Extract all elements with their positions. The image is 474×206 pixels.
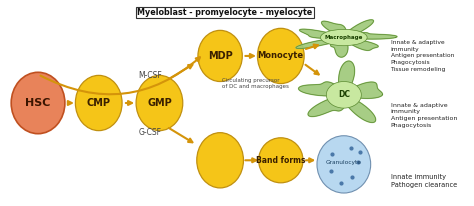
Text: Band forms: Band forms xyxy=(256,156,306,165)
Text: DC: DC xyxy=(338,90,350,99)
Text: GMP: GMP xyxy=(147,98,172,108)
Text: MDP: MDP xyxy=(208,51,232,61)
Text: Macrophage: Macrophage xyxy=(325,35,363,40)
Text: Innate immunity
Pathogen clearance: Innate immunity Pathogen clearance xyxy=(391,174,457,188)
Ellipse shape xyxy=(136,75,183,131)
Text: G-CSF: G-CSF xyxy=(138,128,162,137)
Text: M-CSF: M-CSF xyxy=(138,71,162,80)
Text: Myeloblast - promyelocyte - myelocyte: Myeloblast - promyelocyte - myelocyte xyxy=(137,8,312,17)
Ellipse shape xyxy=(320,29,367,46)
Text: Innate & adaptive
immunity
Antigen presentation
Phagocytosis: Innate & adaptive immunity Antigen prese… xyxy=(391,103,457,128)
Ellipse shape xyxy=(259,138,303,183)
Text: Monocyte: Monocyte xyxy=(258,52,304,60)
Ellipse shape xyxy=(11,72,65,134)
Ellipse shape xyxy=(257,28,304,84)
Ellipse shape xyxy=(198,30,242,82)
Text: Innate & adaptive
immunity
Antigen presentation
Phagocytosis
Tissue remodeling: Innate & adaptive immunity Antigen prese… xyxy=(391,40,454,72)
Text: HSC: HSC xyxy=(25,98,51,108)
Text: Granulocyte: Granulocyte xyxy=(326,160,362,165)
Ellipse shape xyxy=(197,133,244,188)
Ellipse shape xyxy=(326,82,361,108)
Ellipse shape xyxy=(75,75,122,131)
Polygon shape xyxy=(299,61,383,123)
Text: Circulating precursor
of DC and macrophages: Circulating precursor of DC and macropha… xyxy=(222,78,289,89)
Polygon shape xyxy=(296,20,397,57)
Text: CMP: CMP xyxy=(87,98,111,108)
Ellipse shape xyxy=(317,136,371,193)
